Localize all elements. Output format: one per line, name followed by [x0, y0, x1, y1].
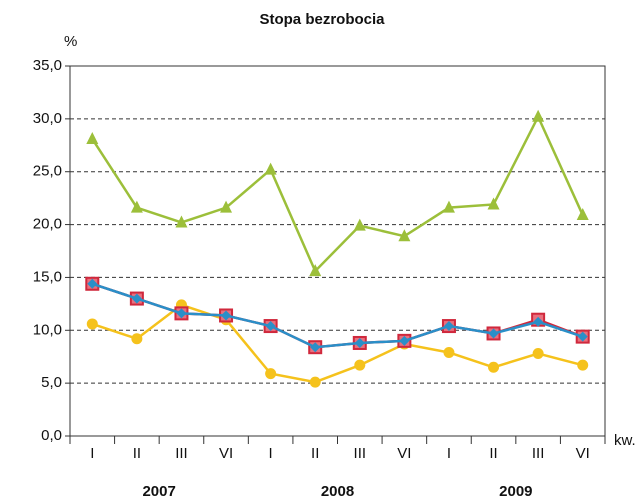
marker	[532, 348, 544, 360]
marker	[354, 337, 365, 348]
marker	[576, 208, 589, 221]
x-tick-label: I	[269, 445, 273, 462]
chart-title: Stopa bezrobocia	[259, 11, 385, 28]
marker	[398, 229, 411, 242]
x-unit: kw.	[614, 432, 636, 449]
series-line	[91, 282, 584, 349]
marker	[264, 162, 277, 175]
y-tick-label: 5,0	[41, 374, 62, 391]
x-tick-label: II	[489, 445, 497, 462]
marker	[532, 109, 545, 122]
marker	[265, 321, 276, 332]
group-label grp: 2007	[142, 483, 175, 498]
marker	[309, 376, 321, 388]
y-tick-label: 35,0	[33, 57, 62, 74]
marker	[399, 335, 410, 346]
marker	[309, 264, 322, 277]
marker	[221, 310, 232, 321]
x-tick-label: II	[311, 445, 319, 462]
marker	[176, 308, 187, 319]
y-tick-label: 20,0	[33, 216, 62, 233]
marker	[442, 200, 455, 213]
y-unit: %	[64, 33, 77, 50]
marker	[86, 131, 99, 144]
x-tick-label: II	[133, 445, 141, 462]
marker	[130, 200, 143, 213]
marker	[354, 359, 366, 371]
x-tick-label: VI	[219, 445, 233, 462]
marker	[220, 200, 233, 213]
series-line	[91, 113, 584, 274]
series-line	[91, 303, 584, 384]
marker	[577, 359, 589, 371]
y-tick-label: 30,0	[33, 110, 62, 127]
x-tick-label: III	[354, 445, 367, 462]
x-tick-label: VI	[576, 445, 590, 462]
marker	[87, 278, 98, 289]
group-label grp: 2009	[499, 483, 532, 498]
marker	[443, 346, 455, 358]
marker	[131, 333, 143, 345]
x-tick-label: III	[532, 445, 545, 462]
marker	[175, 215, 188, 228]
y-tick-label: 15,0	[33, 268, 62, 285]
plot-frame	[69, 65, 606, 437]
marker	[265, 368, 277, 380]
marker	[310, 342, 321, 353]
x-tick-label: III	[175, 445, 188, 462]
marker	[488, 328, 499, 339]
marker	[353, 218, 366, 231]
marker	[86, 318, 98, 330]
y-tick-label: 10,0	[33, 321, 62, 338]
x-tick-label: I	[90, 445, 94, 462]
marker	[533, 316, 544, 327]
group-label grp: 2008	[321, 483, 354, 498]
x-tick-label: I	[447, 445, 451, 462]
marker	[577, 331, 588, 342]
x-tick-label: VI	[397, 445, 411, 462]
marker	[487, 197, 500, 210]
marker	[443, 321, 454, 332]
y-tick-label: 25,0	[33, 163, 62, 180]
marker	[488, 361, 500, 373]
y-tick-label: 0,0	[41, 427, 62, 444]
marker	[131, 293, 142, 304]
